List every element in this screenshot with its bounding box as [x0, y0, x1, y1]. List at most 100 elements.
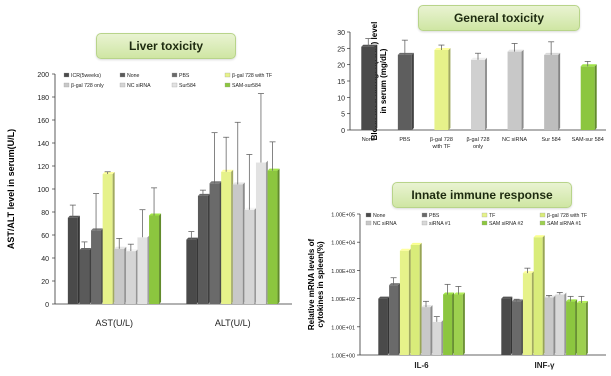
- general-bar-top: [471, 57, 487, 60]
- general-bar: [580, 66, 595, 130]
- innate-bar-side: [521, 299, 524, 355]
- liver-legend-swatch: [119, 72, 126, 78]
- liver-bar: [102, 174, 113, 304]
- innate-bar-top: [432, 319, 444, 322]
- liver-bar: [197, 195, 208, 304]
- general-category-label: β-gal 728: [466, 137, 489, 143]
- innate-bar-side: [531, 271, 534, 355]
- innate-category-label: IL-6: [414, 361, 429, 370]
- innate-ytick-label: 1.00E+01: [331, 325, 355, 331]
- innate-bar-side: [575, 299, 578, 355]
- innate-legend-swatch: [539, 220, 546, 226]
- innate-bar: [453, 294, 463, 355]
- liver-legend-label: β-gal 728 with TF: [232, 73, 272, 79]
- liver-bar-top: [137, 235, 150, 238]
- innate-bar-side: [510, 296, 513, 355]
- innate-immune-title: Innate immune response: [411, 188, 553, 202]
- liver-y-axis-label: AST/ALT level in serum(U/L): [6, 129, 16, 249]
- liver-bar-top: [114, 246, 127, 249]
- liver-legend-swatch: [119, 82, 126, 88]
- liver-toxicity-title: Liver toxicity: [128, 39, 204, 53]
- general-toxicity-banner: General toxicity: [418, 5, 580, 31]
- liver-bar: [114, 248, 125, 304]
- innate-bar-top: [533, 235, 545, 238]
- innate-bar: [389, 285, 399, 355]
- general-category-label: Sur 584: [542, 137, 561, 143]
- liver-legend-swatch: [63, 82, 70, 88]
- liver-legend-swatch: [63, 72, 70, 78]
- innate-legend-swatch: [365, 220, 372, 226]
- general-bar-side: [375, 44, 378, 131]
- innate-bar-side: [419, 242, 422, 355]
- liver-legend-swatch: [171, 72, 178, 78]
- liver-bar: [232, 184, 243, 304]
- liver-category-label: ALT(U/L): [215, 318, 251, 328]
- liver-bar: [267, 170, 278, 304]
- liver-bar-side: [265, 160, 268, 304]
- liver-ytick-label: 180: [37, 95, 49, 102]
- innate-legend-label: siRNA #1: [429, 221, 451, 227]
- liver-ytick-label: 0: [45, 302, 49, 309]
- liver-legend-label: ICR(5weeks): [71, 73, 101, 79]
- general-ytick-label: 10: [337, 95, 345, 102]
- innate-bar-side: [452, 292, 455, 355]
- liver-toxicity-chart: 0 20 40 60 80 100 120 140 160 180 200 AST/ALT level…: [6, 72, 292, 328]
- liver-bar-side: [207, 193, 210, 304]
- liver-bar-top: [91, 228, 104, 231]
- innate-immune-chart: 1.00E+00 1.00E+01 1.00E+02 1.00E+03 1.00E+04…: [307, 212, 606, 370]
- innate-bar: [522, 273, 532, 355]
- innate-legend-swatch: [481, 212, 488, 218]
- innate-legend-label: SAM siRNA #1: [547, 221, 581, 227]
- liver-bar-top: [244, 207, 257, 210]
- innate-bar: [544, 297, 554, 355]
- general-bar: [397, 54, 412, 130]
- liver-bar-side: [159, 213, 162, 304]
- general-bar-top: [507, 49, 524, 52]
- general-category-label: NC siRNA: [502, 137, 527, 143]
- liver-legend-label: PBS: [179, 73, 190, 79]
- innate-legend-swatch: [421, 212, 428, 218]
- liver-legend-swatch: [224, 82, 231, 88]
- innate-bar-top: [501, 296, 513, 299]
- liver-bar-top: [267, 168, 280, 171]
- liver-bar-top: [125, 249, 138, 252]
- liver-bar: [91, 230, 102, 304]
- general-category-label: None: [362, 137, 375, 143]
- general-bar: [361, 46, 376, 131]
- liver-bar-side: [219, 181, 222, 304]
- innate-bar: [576, 302, 586, 355]
- innate-bar-side: [462, 292, 465, 355]
- innate-bar-side: [398, 283, 401, 355]
- liver-bar: [186, 239, 197, 304]
- general-bar-side: [558, 52, 561, 130]
- general-bar-side: [521, 49, 524, 130]
- innate-ytick-label: 1.00E+05: [331, 213, 355, 219]
- innate-bar-top: [576, 300, 588, 303]
- innate-bar-side: [585, 300, 588, 355]
- innate-category-label: INF-γ: [535, 361, 556, 370]
- innate-y-axis-label: Relative mRNA levels ofcytokines in sple…: [307, 239, 325, 331]
- innate-bar-top: [378, 296, 390, 299]
- liver-bar-side: [242, 182, 245, 304]
- innate-ytick-label: 1.00E+04: [331, 241, 355, 247]
- innate-bar-top: [544, 295, 556, 298]
- liver-bar-side: [112, 172, 115, 304]
- liver-bar: [149, 215, 160, 304]
- innate-bar-top: [522, 271, 534, 274]
- liver-ytick-label: 120: [37, 164, 49, 171]
- liver-bar-side: [89, 247, 92, 304]
- liver-ytick-label: 80: [41, 210, 49, 217]
- innate-bar-top: [566, 299, 578, 302]
- innate-bar: [566, 301, 576, 355]
- innate-bar-top: [399, 248, 411, 251]
- innate-ytick-label: 1.00E+00: [331, 354, 355, 360]
- innate-bar: [432, 321, 442, 355]
- general-bar-side: [411, 52, 414, 130]
- liver-bar-top: [197, 193, 210, 196]
- liver-bar: [67, 217, 78, 304]
- innate-bar-side: [408, 248, 411, 355]
- general-bar-top: [434, 47, 451, 50]
- innate-bar: [512, 301, 522, 355]
- general-category-label: SAM-sur 584: [572, 137, 604, 143]
- general-ytick-label: 30: [337, 30, 345, 37]
